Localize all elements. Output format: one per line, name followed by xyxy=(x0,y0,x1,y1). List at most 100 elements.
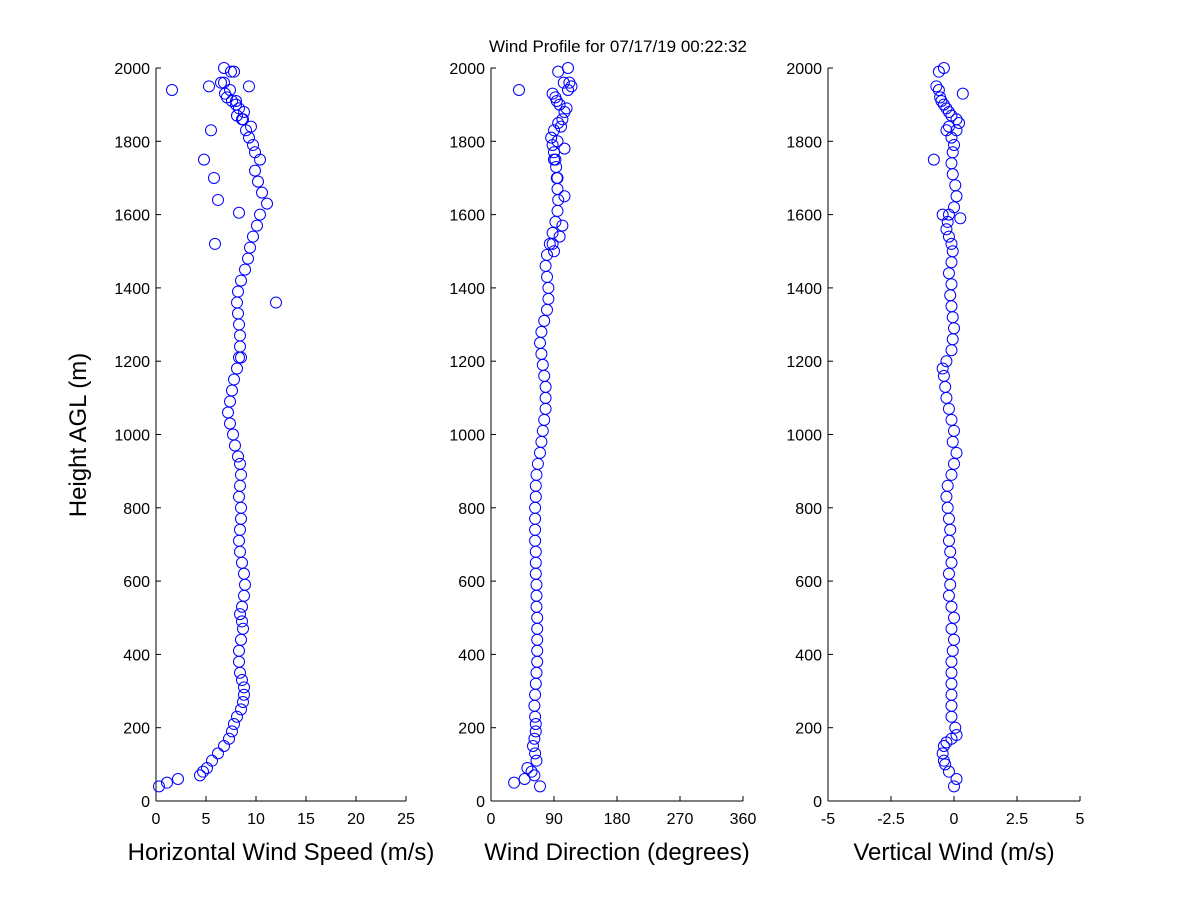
horizontal-wind-speed-data-point xyxy=(247,230,259,243)
horizontal-wind-speed-data-point xyxy=(236,556,248,569)
wind-direction-markers xyxy=(508,62,578,793)
horizontal-wind-speed-data-point xyxy=(234,666,246,679)
vertical-wind-data-point xyxy=(937,98,950,111)
wind-direction-data-point xyxy=(556,219,569,232)
vertical-wind-data-point xyxy=(941,501,954,514)
horizontal-wind-speed-data-point xyxy=(232,307,244,320)
vertical-wind-data-point xyxy=(941,479,954,492)
horizontal-wind-speed-data-point xyxy=(239,263,251,276)
horizontal-wind-speed-data-point xyxy=(251,219,263,232)
vertical-wind-data-point xyxy=(945,622,958,635)
vertical-wind-data-point xyxy=(940,355,953,368)
horizontal-wind-speed-data-point xyxy=(233,206,245,219)
horizontal-wind-speed-markers xyxy=(153,62,282,793)
horizontal-wind-speed-data-point xyxy=(228,373,240,386)
horizontal-wind-speed-data-point xyxy=(231,296,243,309)
horizontal-wind-speed-data-point xyxy=(236,600,248,613)
vertical-wind-data-point xyxy=(945,655,958,668)
vertical-wind-data-point xyxy=(950,729,963,742)
vertical-wind-data-point xyxy=(942,208,955,221)
vertical-wind-data-point xyxy=(954,212,967,225)
horizontal-wind-speed-data-point xyxy=(270,296,282,309)
wind-direction-data-point xyxy=(529,747,542,760)
wind-direction-data-point xyxy=(535,435,548,448)
horizontal-wind-speed-data-point xyxy=(239,578,251,591)
wind-direction-y-tick-label: 400 xyxy=(458,647,485,664)
horizontal-wind-speed-data-point xyxy=(233,655,245,668)
vertical-wind-y-tick-label: 1000 xyxy=(786,428,822,445)
wind-direction-data-point xyxy=(551,171,564,184)
vertical-wind-data-point xyxy=(941,215,954,228)
horizontal-wind-speed-data-point xyxy=(161,776,173,789)
wind-direction-data-point xyxy=(552,193,565,206)
vertical-wind-data-point xyxy=(950,124,963,137)
vertical-wind-data-point xyxy=(945,556,958,569)
wind-direction-x-tick-label: 90 xyxy=(545,811,563,828)
vertical-wind-y-tick-label: 2000 xyxy=(786,61,822,78)
wind-direction-data-point xyxy=(508,776,521,789)
horizontal-wind-speed-data-point xyxy=(232,285,244,298)
vertical-wind-markers xyxy=(927,62,969,793)
vertical-wind-data-point xyxy=(942,765,955,778)
wind-direction-data-point xyxy=(531,611,544,624)
wind-direction-data-point xyxy=(546,237,559,250)
vertical-wind-x-tick-label: -5 xyxy=(821,811,835,828)
wind-direction-data-point xyxy=(546,87,559,100)
wind-direction-data-point xyxy=(560,102,573,115)
horizontal-wind-speed-data-point xyxy=(153,780,165,793)
horizontal-wind-speed-data-point xyxy=(208,171,220,184)
horizontal-wind-speed-y-tick-label: 0 xyxy=(141,794,150,811)
horizontal-wind-speed-data-point xyxy=(224,417,236,430)
wind-direction-data-point xyxy=(531,622,544,635)
wind-direction-data-point xyxy=(531,633,544,646)
wind-direction-data-point xyxy=(541,270,553,283)
wind-direction-data-point xyxy=(548,146,560,159)
figure-title: Wind Profile for 07/17/19 00:22:32 xyxy=(489,37,747,56)
horizontal-wind-speed-data-point xyxy=(198,153,210,166)
horizontal-wind-speed-data-point xyxy=(233,318,245,331)
horizontal-wind-speed-data-point xyxy=(238,681,250,694)
horizontal-wind-speed-data-point xyxy=(212,747,224,760)
vertical-wind-data-point xyxy=(945,300,958,313)
vertical-wind-x-tick-label: -2.5 xyxy=(877,811,905,828)
wind-direction-data-point xyxy=(541,248,553,261)
wind-direction-data-point xyxy=(531,644,544,657)
vertical-wind-x-tick-label: 0 xyxy=(950,811,959,828)
wind-direction-data-point xyxy=(513,83,525,96)
vertical-wind-data-point xyxy=(948,457,960,470)
horizontal-wind-speed-data-point xyxy=(166,83,178,96)
horizontal-wind-speed-data-point xyxy=(235,633,247,646)
wind-direction-y-tick-label: 1400 xyxy=(449,281,485,298)
horizontal-wind-speed-data-point xyxy=(244,241,256,254)
horizontal-wind-speed-data-point xyxy=(218,76,230,89)
wind-direction-data-point xyxy=(529,710,542,723)
wind-direction-data-point xyxy=(529,479,542,492)
vertical-wind-data-point xyxy=(946,644,959,657)
horizontal-wind-speed-data-point xyxy=(233,102,245,115)
vertical-wind-data-point xyxy=(944,289,957,302)
horizontal-wind-speed-data-point xyxy=(249,146,261,159)
wind-direction-data-point xyxy=(539,391,552,404)
wind-direction-data-point xyxy=(539,402,552,415)
vertical-wind-data-point xyxy=(949,721,962,734)
vertical-wind-data-point xyxy=(942,567,955,580)
wind-direction-data-point xyxy=(558,142,571,155)
wind-direction-data-point xyxy=(521,762,534,775)
horizontal-wind-speed-data-point xyxy=(235,351,247,364)
wind-direction-data-point xyxy=(529,725,542,738)
wind-direction-data-point xyxy=(545,131,558,144)
vertical-wind-data-point xyxy=(942,589,955,602)
vertical-wind-data-point xyxy=(956,87,969,100)
vertical-wind-data-point xyxy=(950,446,963,459)
wind-direction-data-point xyxy=(529,556,542,569)
vertical-wind-data-point xyxy=(945,468,958,481)
wind-direction-data-point xyxy=(562,83,574,96)
horizontal-wind-speed-data-point xyxy=(249,164,261,177)
vertical-wind-data-point xyxy=(945,278,958,291)
wind-direction-data-point xyxy=(539,380,552,393)
horizontal-wind-speed-data-point xyxy=(224,83,236,96)
horizontal-wind-speed-data-point xyxy=(197,765,209,778)
horizontal-wind-speed-data-point xyxy=(234,545,246,558)
wind-direction-x-tick-label: 180 xyxy=(604,811,631,828)
wind-direction-data-point xyxy=(546,138,559,151)
